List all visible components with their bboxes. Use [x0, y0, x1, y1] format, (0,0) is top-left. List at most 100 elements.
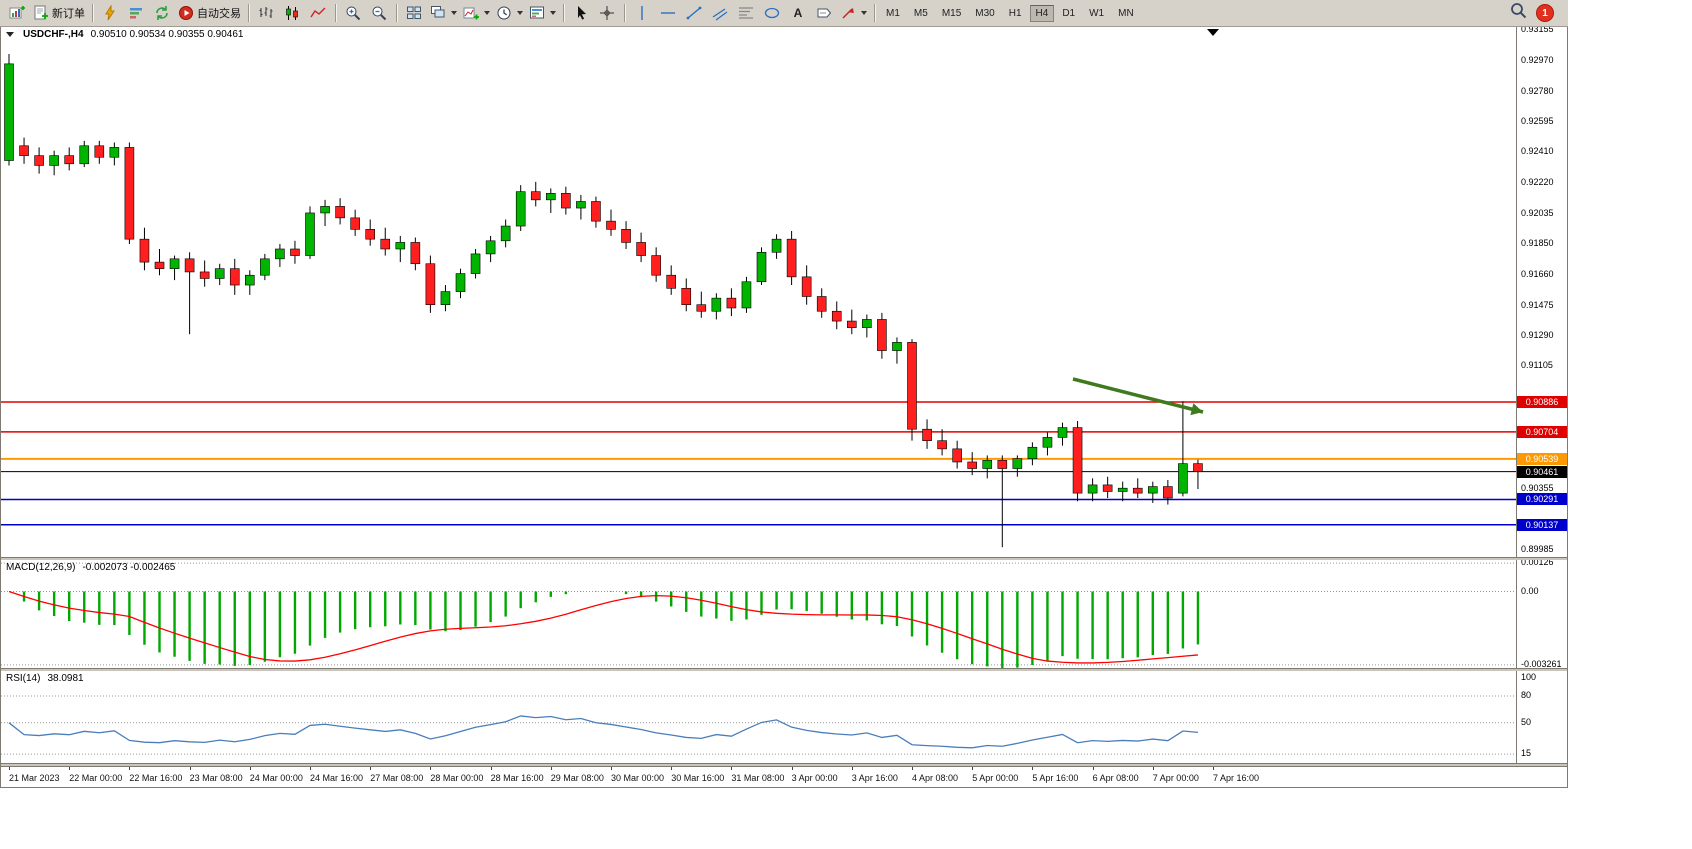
zoom-in-button[interactable] — [340, 3, 366, 23]
mt4-window: 新订单 自动交易 — [0, 0, 1568, 788]
search-icon[interactable] — [1510, 2, 1527, 24]
chevron-down-icon — [517, 11, 523, 15]
cascade-windows-button[interactable] — [427, 3, 460, 23]
tile-windows-button[interactable] — [401, 3, 427, 23]
main-toolbar: 新订单 自动交易 — [0, 0, 1568, 27]
time-axis-label: 22 Mar 16:00 — [129, 773, 183, 783]
channel-button[interactable] — [707, 3, 733, 23]
text-button[interactable]: A — [785, 3, 811, 23]
crosshair-icon — [599, 5, 615, 21]
auto-trading-button[interactable]: 自动交易 — [175, 3, 244, 23]
time-axis-label: 29 Mar 08:00 — [550, 773, 604, 783]
text-label-button[interactable] — [811, 3, 837, 23]
timeframe-h1[interactable]: H1 — [1008, 7, 1022, 19]
axis-tick-label: 0.91660 — [1521, 269, 1554, 280]
toolbar-separator — [335, 4, 336, 22]
templates-icon — [529, 5, 545, 21]
time-axis-tick — [731, 767, 733, 770]
cursor-button[interactable] — [568, 3, 594, 23]
rsi-panel[interactable]: RSI(14) 38.0981 — [1, 671, 1517, 763]
chevron-down-icon — [550, 11, 556, 15]
bar-chart-button[interactable] — [253, 3, 279, 23]
panel-separator[interactable] — [1, 557, 1567, 560]
timeframe-m30[interactable]: M30 — [975, 7, 995, 19]
time-axis-label: 3 Apr 00:00 — [791, 773, 838, 783]
toolbar-separator — [396, 4, 397, 22]
axis-tick-label: 0.92410 — [1521, 146, 1554, 157]
price-chart[interactable]: USDCHF-,H4 0.90510 0.90534 0.90355 0.904… — [1, 27, 1517, 557]
arrows-icon — [840, 5, 856, 21]
periods-button[interactable] — [493, 3, 526, 23]
panel-separator[interactable] — [1, 668, 1567, 671]
timeframe-m5[interactable]: M5 — [913, 7, 928, 19]
timeframe-d1[interactable]: D1 — [1062, 7, 1076, 19]
time-axis-label: 3 Apr 16:00 — [851, 773, 898, 783]
rsi-axis: 100 80 50 15 — [1516, 671, 1567, 763]
macd-label: MACD(12,26,9) — [6, 562, 76, 573]
zoom-out-button[interactable] — [366, 3, 392, 23]
new-order-label: 新订单 — [52, 8, 85, 20]
macd-label-group: MACD(12,26,9) -0.002073 -0.002465 — [6, 562, 175, 573]
candlestick-chart-button[interactable] — [279, 3, 305, 23]
axis-tick-label: 0.00126 — [1521, 560, 1554, 568]
chart-menu-icon[interactable] — [6, 32, 14, 37]
time-axis[interactable]: 21 Mar 2023 22 Mar 00:00 22 Mar 16:00 23 Ma… — [1, 766, 1567, 787]
fibonacci-button[interactable] — [733, 3, 759, 23]
new-order-icon — [33, 5, 49, 21]
price-badge: 0.90137 — [1517, 518, 1567, 531]
rsi-plot — [1, 695, 1517, 755]
zoom-in-icon — [345, 5, 361, 21]
axis-tick-label: 0.92220 — [1521, 177, 1554, 188]
new-chart-button[interactable] — [4, 3, 30, 23]
label-icon — [816, 5, 832, 21]
chevron-down-icon — [861, 11, 867, 15]
templates-button[interactable] — [526, 3, 559, 23]
zoom-out-icon — [371, 5, 387, 21]
arrows-button[interactable] — [837, 3, 870, 23]
trendline-button[interactable] — [681, 3, 707, 23]
shapes-button[interactable] — [759, 3, 785, 23]
quotes-button[interactable] — [97, 3, 123, 23]
macd-axis: 0.00126 0.00 -0.003261 — [1516, 560, 1567, 668]
indicators-button[interactable] — [460, 3, 493, 23]
time-axis-label: 30 Mar 00:00 — [611, 773, 665, 783]
time-axis-tick — [550, 767, 552, 770]
crosshair-button[interactable] — [594, 3, 620, 23]
time-axis-tick — [972, 767, 974, 770]
rsi-value: 38.0981 — [47, 673, 84, 684]
toolbar-separator — [92, 4, 93, 22]
time-axis-tick — [370, 767, 372, 770]
price-badge: 0.90461 — [1517, 465, 1567, 478]
macd-values: -0.002073 -0.002465 — [82, 562, 176, 573]
timeframe-mn[interactable]: MN — [1118, 7, 1134, 19]
horizontal-line-button[interactable] — [655, 3, 681, 23]
axis-tick-label: -0.003261 — [1521, 658, 1562, 668]
market-depth-button[interactable] — [123, 3, 149, 23]
timeframe-h4[interactable]: H4 — [1029, 4, 1055, 22]
candlestick-plot — [1, 29, 1517, 548]
vertical-line-button[interactable] — [629, 3, 655, 23]
auto-trading-icon — [178, 5, 194, 21]
time-axis-label: 27 Mar 08:00 — [370, 773, 424, 783]
timeframe-w1[interactable]: W1 — [1089, 7, 1105, 19]
time-axis-tick — [490, 767, 492, 770]
timeframe-m15[interactable]: M15 — [941, 7, 962, 19]
time-axis-label: 5 Apr 16:00 — [1032, 773, 1079, 783]
new-order-button[interactable]: 新订单 — [30, 3, 88, 23]
time-axis-tick — [69, 767, 71, 770]
price-badge: 0.90886 — [1517, 396, 1567, 408]
line-chart-button[interactable] — [305, 3, 331, 23]
timeframe-m1[interactable]: M1 — [886, 7, 900, 19]
refresh-button[interactable] — [149, 3, 175, 23]
time-axis-tick — [611, 767, 612, 770]
price-badge: 0.90539 — [1517, 452, 1567, 465]
macd-panel[interactable]: MACD(12,26,9) -0.002073 -0.002465 — [1, 560, 1517, 668]
fibonacci-icon — [738, 5, 754, 21]
notifications-badge[interactable]: 1 — [1536, 4, 1554, 22]
price-badge: 0.90704 — [1517, 425, 1567, 438]
time-axis-tick — [1213, 767, 1214, 770]
axis-tick-label: 100 — [1521, 672, 1537, 683]
vertical-line-icon — [634, 5, 650, 21]
shapes-icon — [764, 5, 780, 21]
time-axis-label: 6 Apr 08:00 — [1092, 773, 1139, 783]
